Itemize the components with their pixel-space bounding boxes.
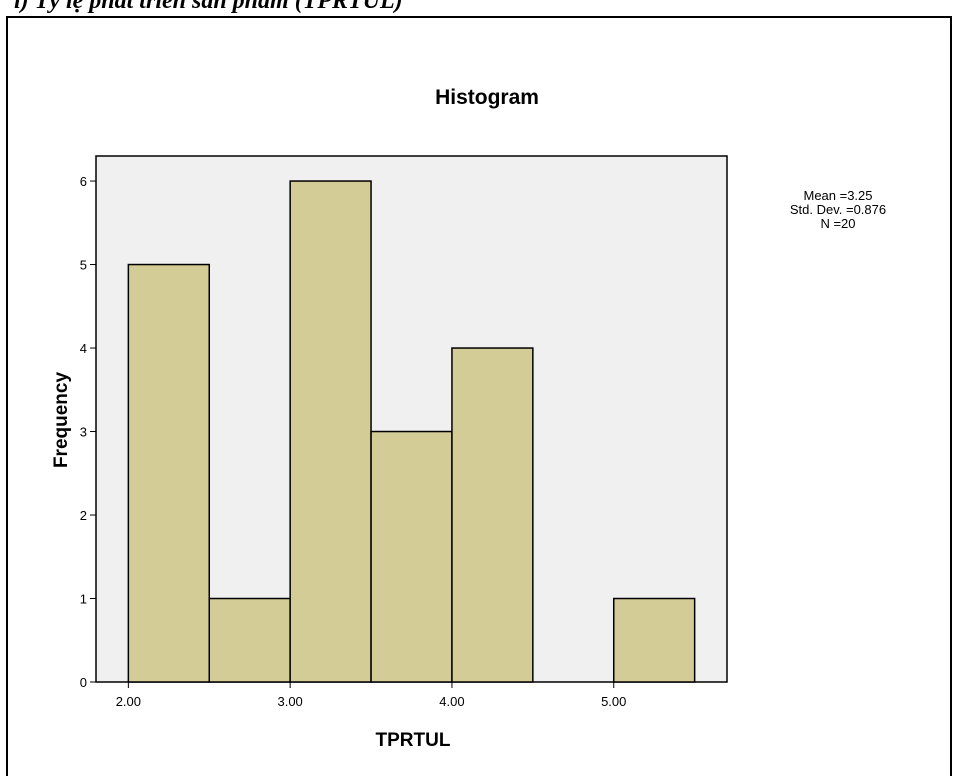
x-tick-label-3: 5.00 (601, 694, 626, 709)
y-tick-label-3: 3 (80, 425, 87, 440)
x-tick-label-2: 4.00 (439, 694, 464, 709)
x-tick-label-0: 2.00 (116, 694, 141, 709)
histogram-bar-1 (208, 597, 291, 683)
y-tick-label-6: 6 (80, 174, 87, 189)
x-axis-label: TPRTUL (376, 730, 451, 751)
y-tick-label-5: 5 (80, 258, 87, 273)
stats-line-1: Std. Dev. =0.876 (790, 202, 886, 217)
stats-line-2: N =20 (820, 216, 855, 231)
y-axis-label: Frequency (51, 372, 72, 469)
x-tick-label-1: 3.00 (277, 694, 302, 709)
histogram-bar-6 (612, 597, 696, 683)
histogram-bar-3 (370, 430, 453, 683)
stats-line-0: Mean =3.25 (803, 188, 872, 203)
y-tick-label-0: 0 (80, 675, 87, 690)
y-tick-label-2: 2 (80, 508, 87, 523)
histogram-bar-2 (289, 180, 372, 683)
y-tick-label-1: 1 (80, 592, 87, 607)
figure-frame (6, 16, 952, 776)
y-tick-label-4: 4 (80, 341, 87, 356)
histogram-bar-0 (127, 263, 211, 683)
figure-caption: i) Tỷ lệ phát triển sản phẩm (TPRTUL) (14, 0, 403, 14)
histogram-bar-4 (451, 347, 534, 683)
chart-title: Histogram (435, 86, 539, 109)
